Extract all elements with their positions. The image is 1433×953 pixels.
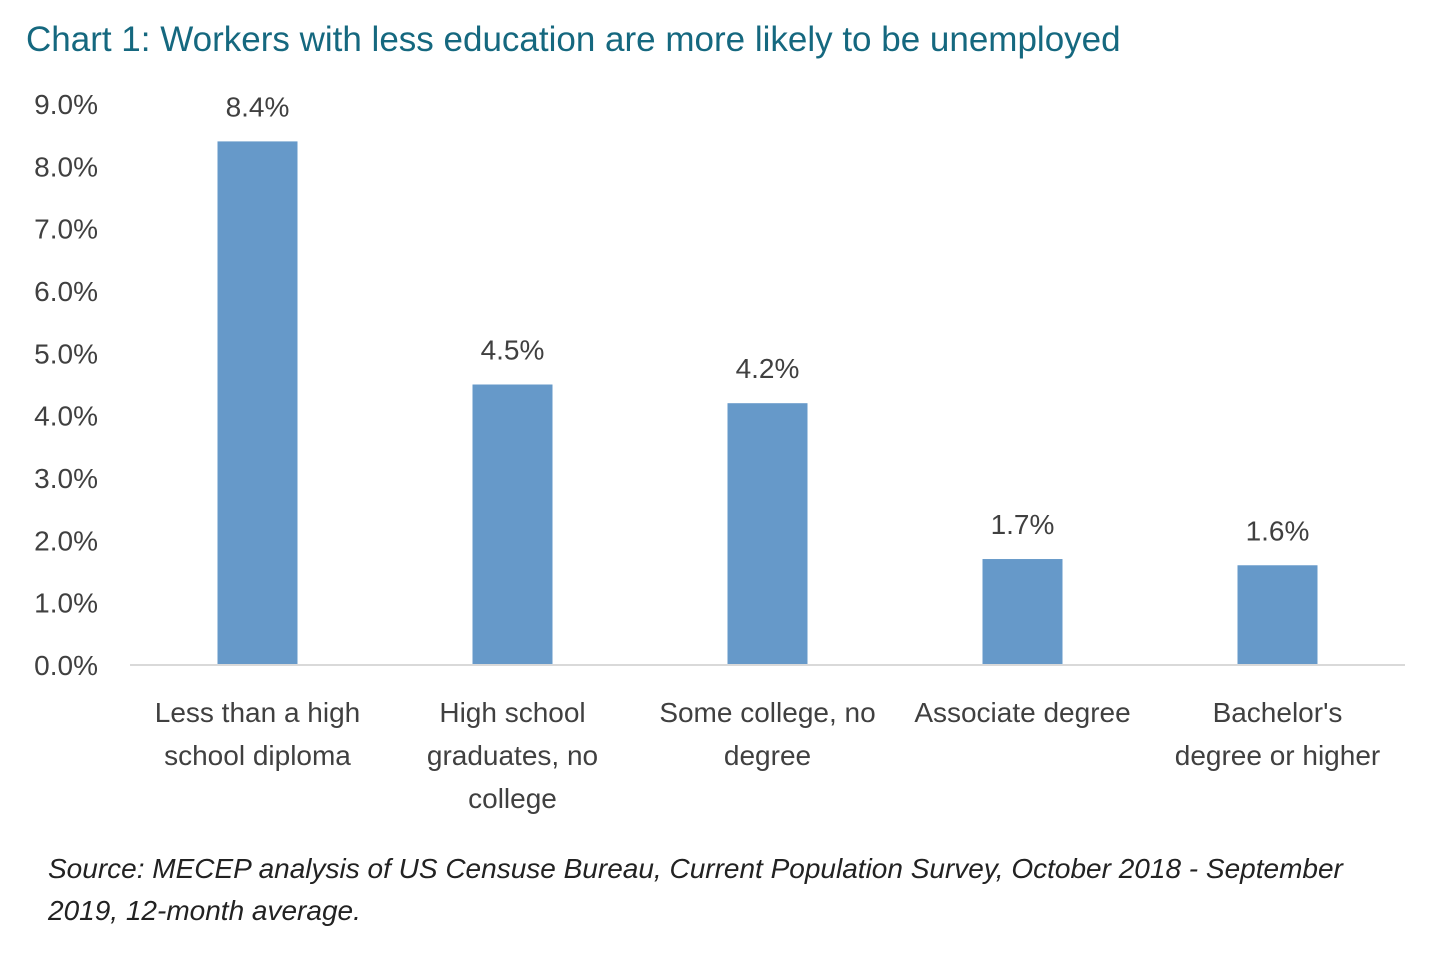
y-tick-label: 8.0% bbox=[34, 151, 98, 182]
bar-chart: 0.0% 1.0% 2.0% 3.0% 4.0% 5.0% 6.0% 7.0% 8.0% 9.0%… bbox=[34, 89, 1405, 814]
data-label: 1.6% bbox=[1246, 515, 1310, 546]
y-tick-label: 5.0% bbox=[34, 338, 98, 369]
y-tick-label: 0.0% bbox=[34, 650, 98, 681]
data-label: 4.2% bbox=[736, 353, 800, 384]
bar bbox=[217, 141, 298, 665]
bar bbox=[1237, 565, 1318, 665]
y-axis: 0.0% 1.0% 2.0% 3.0% 4.0% 5.0% 6.0% 7.0% 8.0% 9.0% bbox=[34, 89, 98, 681]
chart-title: Chart 1: Workers with less education are… bbox=[26, 20, 1121, 59]
x-tick-label: degree bbox=[724, 740, 811, 771]
y-tick-label: 2.0% bbox=[34, 525, 98, 556]
bar bbox=[982, 559, 1063, 665]
x-tick-label: Some college, no bbox=[659, 697, 875, 728]
x-axis: Less than a high school diploma High schoo… bbox=[130, 664, 1405, 814]
bars: 8.4% 4.5% 4.2% 1.7% 1.6% bbox=[217, 91, 1318, 665]
y-tick-label: 6.0% bbox=[34, 276, 98, 307]
data-label: 1.7% bbox=[991, 509, 1055, 540]
data-label: 8.4% bbox=[226, 91, 290, 122]
x-tick-label: Less than a high bbox=[155, 697, 361, 728]
y-tick-label: 1.0% bbox=[34, 588, 98, 619]
bar bbox=[727, 403, 808, 665]
x-tick-label: school diploma bbox=[164, 740, 351, 771]
x-tick-label: Associate degree bbox=[914, 697, 1130, 728]
data-label: 4.5% bbox=[481, 335, 545, 366]
bar bbox=[472, 384, 553, 665]
x-tick-label: college bbox=[468, 783, 557, 814]
y-tick-label: 3.0% bbox=[34, 463, 98, 494]
x-tick-label: High school bbox=[439, 697, 585, 728]
x-tick-label: Bachelor's bbox=[1213, 697, 1343, 728]
source-note: Source: MECEP analysis of US Censuse Bur… bbox=[48, 853, 1343, 926]
y-tick-label: 9.0% bbox=[34, 89, 98, 120]
y-tick-label: 7.0% bbox=[34, 214, 98, 245]
y-tick-label: 4.0% bbox=[34, 401, 98, 432]
x-tick-label: degree or higher bbox=[1175, 740, 1380, 771]
x-tick-label: graduates, no bbox=[427, 740, 598, 771]
